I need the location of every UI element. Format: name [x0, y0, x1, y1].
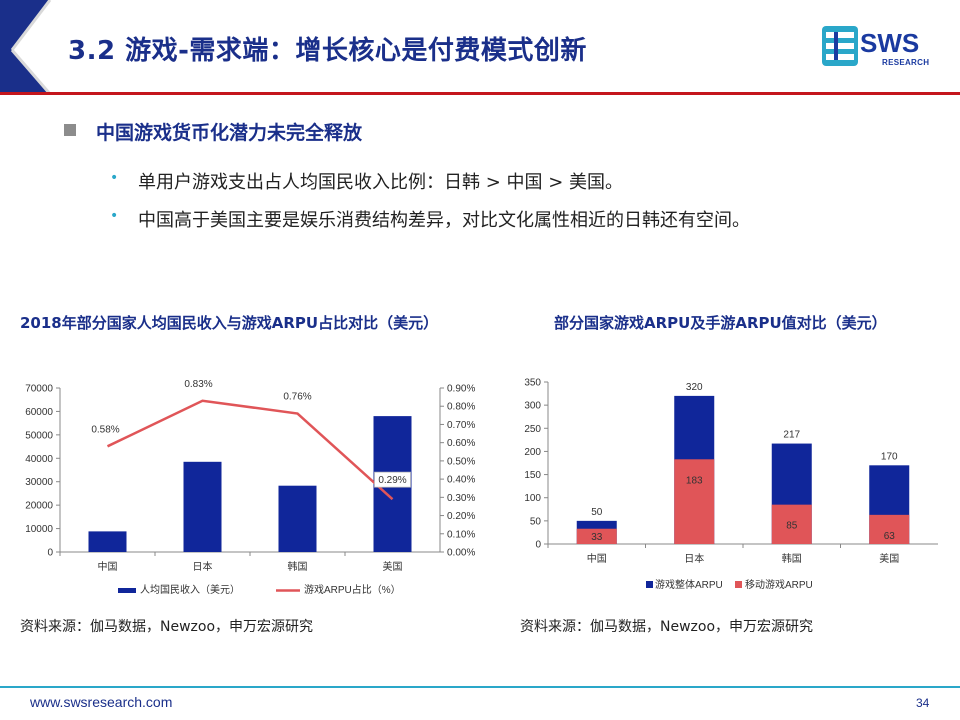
income-arpu-ratio-chart: 0 10000 20000 30000 40000 50000 60000 70000 0.00… — [25, 379, 475, 596]
legend-label-total: 游戏整体ARPU — [655, 578, 723, 591]
bar-mobile-arpu-2 — [771, 504, 812, 544]
total-arpu-label-1: 320 — [686, 382, 703, 393]
mobile-arpu-label-3: 63 — [884, 531, 896, 542]
right-tick-label: 0.80% — [447, 402, 475, 413]
bullet-item-1: 单用户游戏支出占人均国民收入比例：日韩 > 中国 > 美国。 — [138, 172, 624, 193]
bullet-dot-icon: • — [110, 208, 119, 224]
logo-subtext: RESEARCH — [882, 58, 930, 67]
right-tick-label: 0.50% — [447, 456, 475, 467]
y-tick-label: 150 — [524, 470, 541, 481]
x-tick-label: 中国 — [98, 560, 118, 573]
left-tick-label: 0 — [47, 548, 53, 559]
left-tick-label: 70000 — [25, 384, 53, 395]
title-decoration — [0, 0, 960, 95]
left-tick-label: 40000 — [25, 454, 53, 465]
x-tick-label: 韩国 — [288, 560, 308, 573]
right-tick-label: 0.70% — [447, 420, 475, 431]
logo-text: SWS — [860, 28, 920, 58]
bar-income-1 — [183, 461, 222, 552]
x-tick-label: 韩国 — [782, 552, 802, 565]
footer-url[interactable]: www.swsresearch.com — [30, 694, 173, 710]
right-tick-label: 0.10% — [447, 529, 475, 540]
right-tick-label: 0.20% — [447, 511, 475, 522]
bar-mobile-arpu-0 — [576, 528, 617, 544]
right-tick-label: 0.00% — [447, 548, 475, 559]
total-arpu-label-3: 170 — [881, 451, 898, 462]
slide-title: 3.2 游戏-需求端：增长核心是付费模式创新 — [68, 36, 587, 66]
right-tick-label: 0.30% — [447, 493, 475, 504]
left-tick-label: 10000 — [25, 524, 53, 535]
x-tick-label: 中国 — [587, 552, 607, 565]
y-tick-label: 200 — [524, 447, 541, 458]
heading-bullet-square — [64, 124, 76, 136]
bullet-dot-icon: • — [110, 170, 119, 186]
left-tick-label: 20000 — [25, 501, 53, 512]
left-chart-source: 资料来源：伽马数据，Newzoo，申万宏源研究 — [20, 619, 314, 635]
x-tick-label: 美国 — [879, 552, 899, 565]
y-tick-label: 100 — [524, 493, 541, 504]
legend-swatch-mobile — [735, 581, 742, 588]
arpu-ratio-label-3: 0.29% — [378, 475, 406, 486]
left-tick-label: 50000 — [25, 430, 53, 441]
arpu-ratio-line — [106, 399, 394, 501]
x-tick-label: 日本 — [193, 560, 213, 573]
x-tick-label: 日本 — [684, 552, 704, 565]
left-tick-label: 60000 — [25, 407, 53, 418]
y-tick-label: 0 — [535, 540, 541, 551]
right-tick-label: 0.40% — [447, 475, 475, 486]
arpu-ratio-label-2: 0.76% — [283, 392, 311, 403]
bar-mobile-arpu-3 — [869, 514, 910, 544]
total-arpu-label-0: 50 — [591, 507, 603, 518]
arpu-ratio-label-1: 0.83% — [184, 379, 212, 390]
bar-income-2 — [278, 485, 317, 552]
page-number: 34 — [916, 696, 930, 710]
legend-swatch-income — [118, 588, 136, 593]
title-underline — [0, 92, 960, 95]
data-label-box — [374, 471, 411, 488]
left-chart-title: 2018年部分国家人均国民收入与游戏ARPU占比对比（美元） — [20, 314, 439, 332]
y-tick-label: 250 — [524, 424, 541, 435]
arpu-ratio-label-0: 0.58% — [91, 424, 119, 435]
mobile-arpu-label-0: 33 — [591, 532, 603, 543]
mobile-arpu-label-2: 85 — [786, 521, 798, 532]
right-tick-label: 0.90% — [447, 384, 475, 395]
legend-label-ratio: 游戏ARPU占比（%） — [304, 583, 401, 596]
mobile-arpu-label-1: 183 — [686, 475, 703, 486]
section-heading: 中国游戏货币化潜力未完全释放 — [96, 122, 363, 144]
right-chart-title: 部分国家游戏ARPU及手游ARPU值对比（美元） — [554, 314, 887, 332]
arpu-comparison-chart: 0 50 100 150 200 250 300 350 50 33 中国 320 183 日本 217 85… — [524, 378, 938, 591]
legend-label-income: 人均国民收入（美元） — [140, 583, 240, 596]
x-tick-label: 美国 — [383, 560, 403, 573]
sws-logo: SWS RESEARCH — [820, 24, 940, 72]
total-arpu-label-2: 217 — [783, 430, 800, 441]
legend-label-mobile: 移动游戏ARPU — [745, 578, 813, 591]
bar-income-0 — [88, 531, 127, 552]
right-tick-label: 0.60% — [447, 438, 475, 449]
title-bar: 3.2 游戏-需求端：增长核心是付费模式创新 SWS RESEARCH — [0, 0, 960, 100]
bullet-item-2: 中国高于美国主要是娱乐消费结构差异，对比文化属性相近的日韩还有空间。 — [138, 210, 750, 231]
sws-logo-icon — [822, 26, 858, 66]
right-chart-source: 资料来源：伽马数据，Newzoo，申万宏源研究 — [520, 619, 814, 635]
y-tick-label: 300 — [524, 401, 541, 412]
bar-mobile-arpu-1 — [674, 459, 715, 544]
left-tick-label: 30000 — [25, 477, 53, 488]
y-tick-label: 350 — [524, 378, 541, 389]
footer-divider — [0, 686, 960, 688]
legend-swatch-total — [646, 581, 653, 588]
y-tick-label: 50 — [530, 516, 542, 527]
